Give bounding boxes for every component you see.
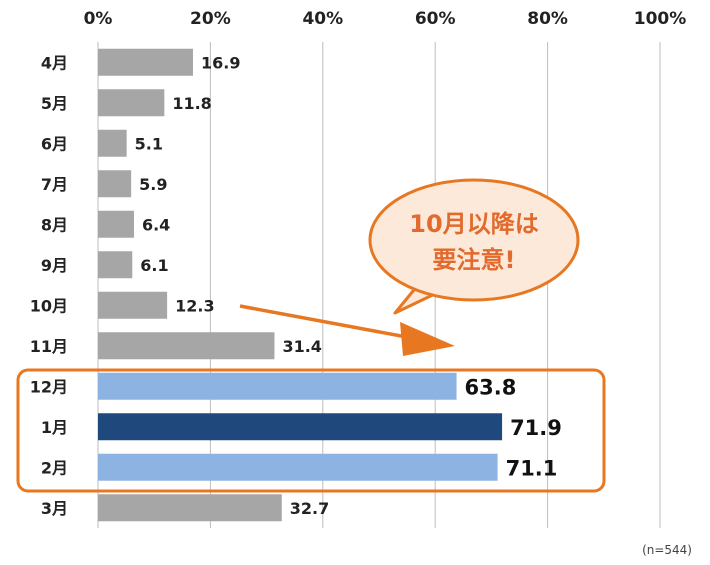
category-label: 8月 — [41, 215, 68, 234]
data-label: 6.4 — [142, 215, 170, 234]
bar — [98, 413, 503, 441]
category-label: 6月 — [41, 134, 68, 153]
bar — [98, 251, 133, 279]
gridlines — [97, 42, 661, 528]
data-label: 31.4 — [282, 337, 321, 356]
data-label: 71.1 — [506, 456, 558, 480]
bar — [98, 129, 127, 157]
category-label: 12月 — [30, 377, 68, 396]
category-label: 9月 — [41, 256, 68, 275]
callout-line1: 10月以降は — [409, 210, 538, 238]
data-label: 12.3 — [175, 296, 214, 315]
bar — [98, 494, 282, 522]
x-tick-labels: 0% 20% 40% 60% 80% 100% — [84, 9, 687, 29]
data-label: 32.7 — [290, 499, 329, 518]
data-label: 6.1 — [140, 256, 168, 275]
category-label: 2月 — [41, 458, 68, 477]
bar — [98, 210, 134, 238]
callout-line2: 要注意! — [433, 246, 516, 274]
data-label: 63.8 — [465, 375, 517, 399]
category-label: 1月 — [41, 418, 68, 437]
data-label: 11.8 — [172, 94, 211, 113]
bar — [98, 89, 165, 117]
bar — [98, 332, 275, 360]
x-tick-label: 20% — [190, 9, 231, 29]
category-labels: 4月 5月 6月 7月 8月 9月 10月 11月 12月 1月 2月 3月 — [30, 53, 68, 518]
category-label: 4月 — [41, 53, 68, 72]
bar — [98, 372, 457, 400]
bar — [98, 291, 168, 319]
x-tick-label: 60% — [415, 9, 456, 29]
data-label: 16.9 — [201, 53, 240, 72]
x-tick-label: 100% — [634, 9, 687, 29]
highlight-frame — [16, 368, 606, 493]
category-label: 7月 — [41, 175, 68, 194]
bar — [98, 453, 498, 481]
arrow — [239, 304, 455, 356]
category-label: 5月 — [41, 94, 68, 113]
data-label: 71.9 — [510, 416, 562, 440]
x-tick-label: 40% — [302, 9, 343, 29]
data-label: 5.9 — [139, 175, 167, 194]
bar — [98, 170, 132, 198]
sample-size-note: (n=544) — [642, 543, 692, 557]
x-tick-label: 0% — [84, 9, 113, 29]
category-label: 3月 — [41, 499, 68, 518]
bar — [98, 48, 193, 76]
x-tick-label: 80% — [527, 9, 568, 29]
data-labels: 16.9 11.8 5.1 5.9 6.4 6.1 12.3 31.4 63.8 71.9 71.1… — [135, 53, 562, 518]
category-label: 10月 — [30, 296, 68, 315]
callout-bubble: 10月以降は 要注意! — [368, 178, 580, 315]
category-label: 11月 — [30, 337, 68, 356]
data-label: 5.1 — [135, 134, 163, 153]
bars — [98, 48, 503, 522]
